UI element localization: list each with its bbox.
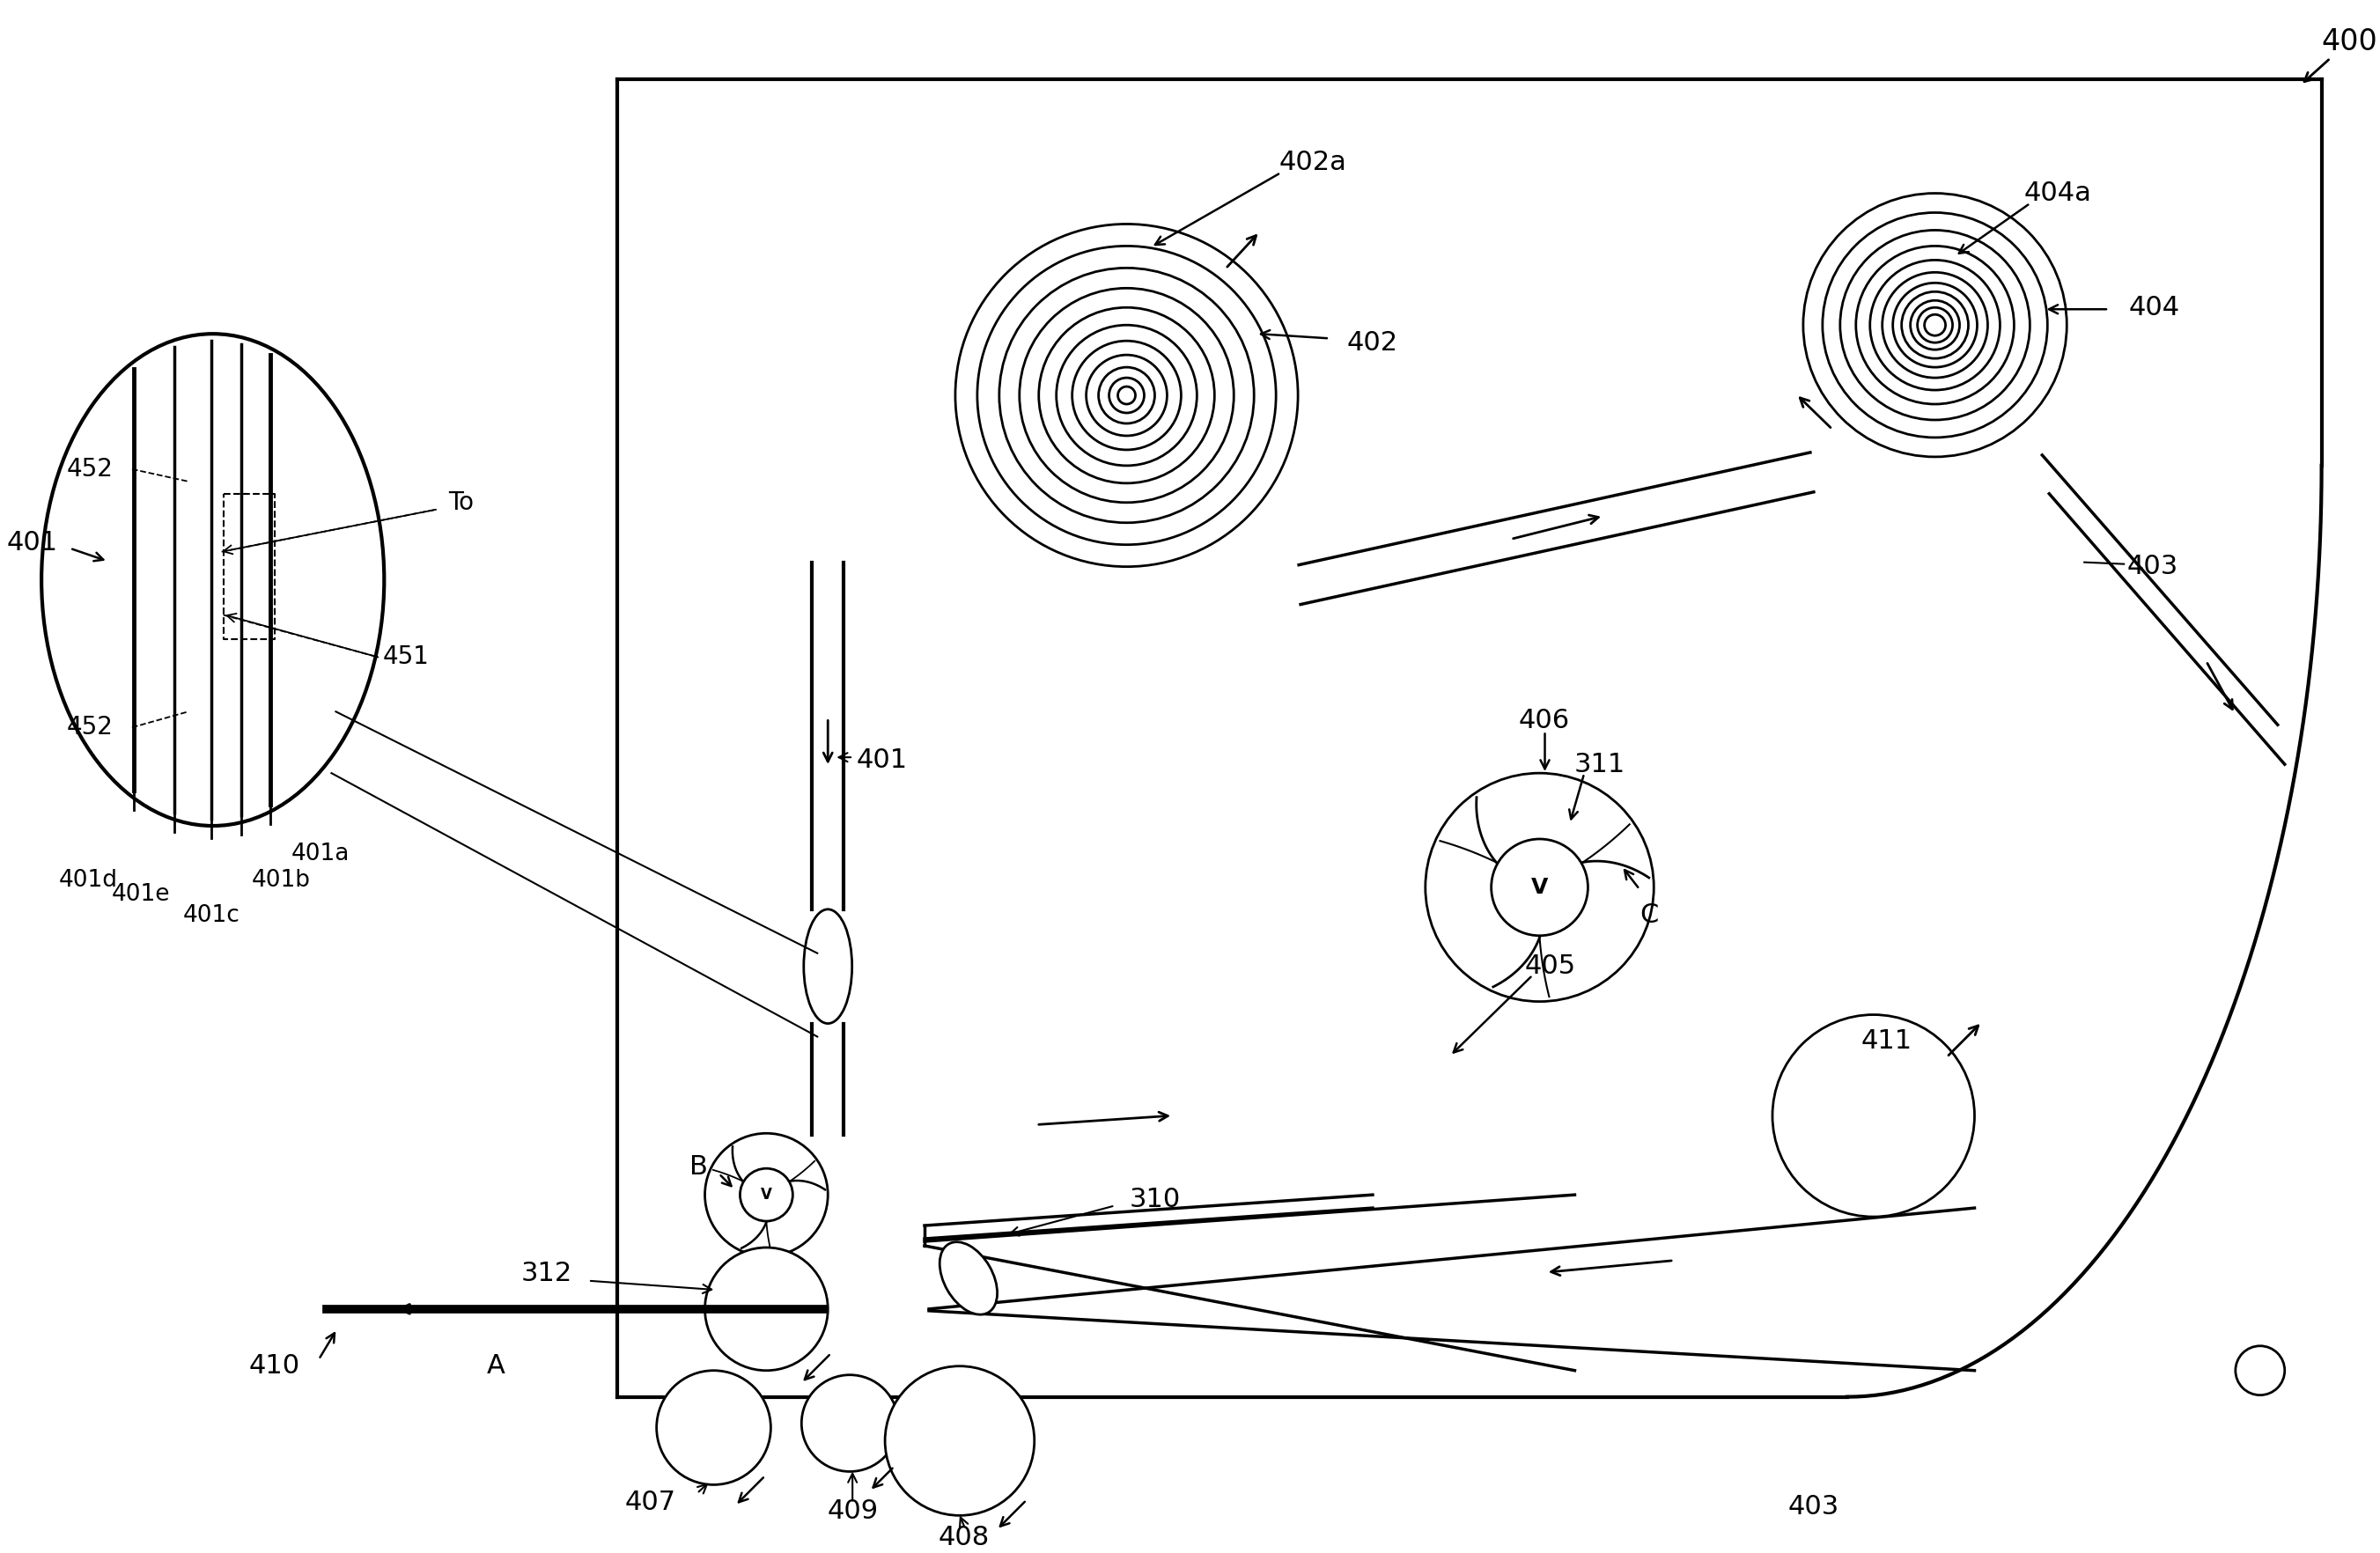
- Circle shape: [1856, 245, 2013, 404]
- Text: 401a: 401a: [290, 842, 350, 865]
- Circle shape: [1057, 325, 1197, 466]
- Circle shape: [1773, 1014, 1975, 1216]
- Text: 409: 409: [826, 1499, 878, 1523]
- Text: 401c: 401c: [183, 904, 240, 927]
- Circle shape: [1804, 193, 2066, 457]
- Circle shape: [2235, 1346, 2285, 1395]
- Circle shape: [802, 1374, 897, 1472]
- Circle shape: [1911, 300, 1959, 349]
- Text: 401: 401: [7, 530, 57, 556]
- Circle shape: [1109, 377, 1145, 413]
- Text: 402: 402: [1347, 329, 1397, 356]
- Circle shape: [1883, 272, 1987, 377]
- Circle shape: [885, 1367, 1035, 1516]
- Text: 402a: 402a: [1278, 149, 1347, 175]
- Text: 404a: 404a: [2023, 180, 2092, 207]
- Text: V: V: [1530, 877, 1547, 898]
- Text: 405: 405: [1526, 954, 1576, 978]
- Text: 401d: 401d: [60, 868, 117, 891]
- Text: 406: 406: [1518, 708, 1568, 733]
- Text: 312: 312: [521, 1261, 571, 1286]
- Text: 410: 410: [250, 1353, 300, 1379]
- Text: To: To: [447, 491, 474, 516]
- Text: V: V: [762, 1186, 771, 1202]
- Text: 401: 401: [857, 747, 907, 773]
- Circle shape: [704, 1134, 828, 1256]
- Text: 452: 452: [67, 457, 114, 481]
- Circle shape: [1119, 387, 1135, 404]
- Circle shape: [1871, 259, 1999, 390]
- Circle shape: [1019, 289, 1233, 503]
- Circle shape: [740, 1168, 793, 1221]
- Ellipse shape: [940, 1242, 997, 1314]
- Circle shape: [1902, 292, 1968, 359]
- Circle shape: [954, 224, 1297, 567]
- Circle shape: [1840, 230, 2030, 419]
- Text: 403: 403: [1787, 1494, 1840, 1519]
- Text: 401b: 401b: [252, 868, 312, 891]
- Ellipse shape: [40, 334, 383, 826]
- Text: 310: 310: [1128, 1186, 1180, 1211]
- Circle shape: [1426, 773, 1654, 1002]
- Circle shape: [1071, 340, 1180, 450]
- Text: 400: 400: [2320, 28, 2378, 57]
- Text: 401e: 401e: [112, 884, 169, 905]
- Circle shape: [1892, 283, 1978, 367]
- Circle shape: [1085, 356, 1166, 436]
- Text: 408: 408: [938, 1525, 990, 1550]
- Text: 451: 451: [383, 644, 428, 669]
- Text: C: C: [1640, 902, 1659, 929]
- Circle shape: [1100, 367, 1154, 424]
- Circle shape: [657, 1370, 771, 1485]
- Text: 311: 311: [1573, 752, 1626, 776]
- Circle shape: [1492, 839, 1587, 935]
- Text: 452: 452: [67, 714, 114, 739]
- Circle shape: [1823, 213, 2047, 438]
- Circle shape: [1000, 269, 1254, 523]
- Text: 404: 404: [2130, 295, 2180, 320]
- Circle shape: [1918, 307, 1952, 343]
- Text: 411: 411: [1861, 1028, 1911, 1054]
- Text: A: A: [486, 1353, 505, 1379]
- Circle shape: [1038, 307, 1214, 483]
- Text: 407: 407: [626, 1489, 676, 1516]
- Circle shape: [1925, 315, 1944, 335]
- Circle shape: [704, 1247, 828, 1370]
- Ellipse shape: [804, 909, 852, 1023]
- Text: 403: 403: [2128, 554, 2178, 579]
- Circle shape: [978, 245, 1276, 545]
- Text: B: B: [690, 1154, 707, 1179]
